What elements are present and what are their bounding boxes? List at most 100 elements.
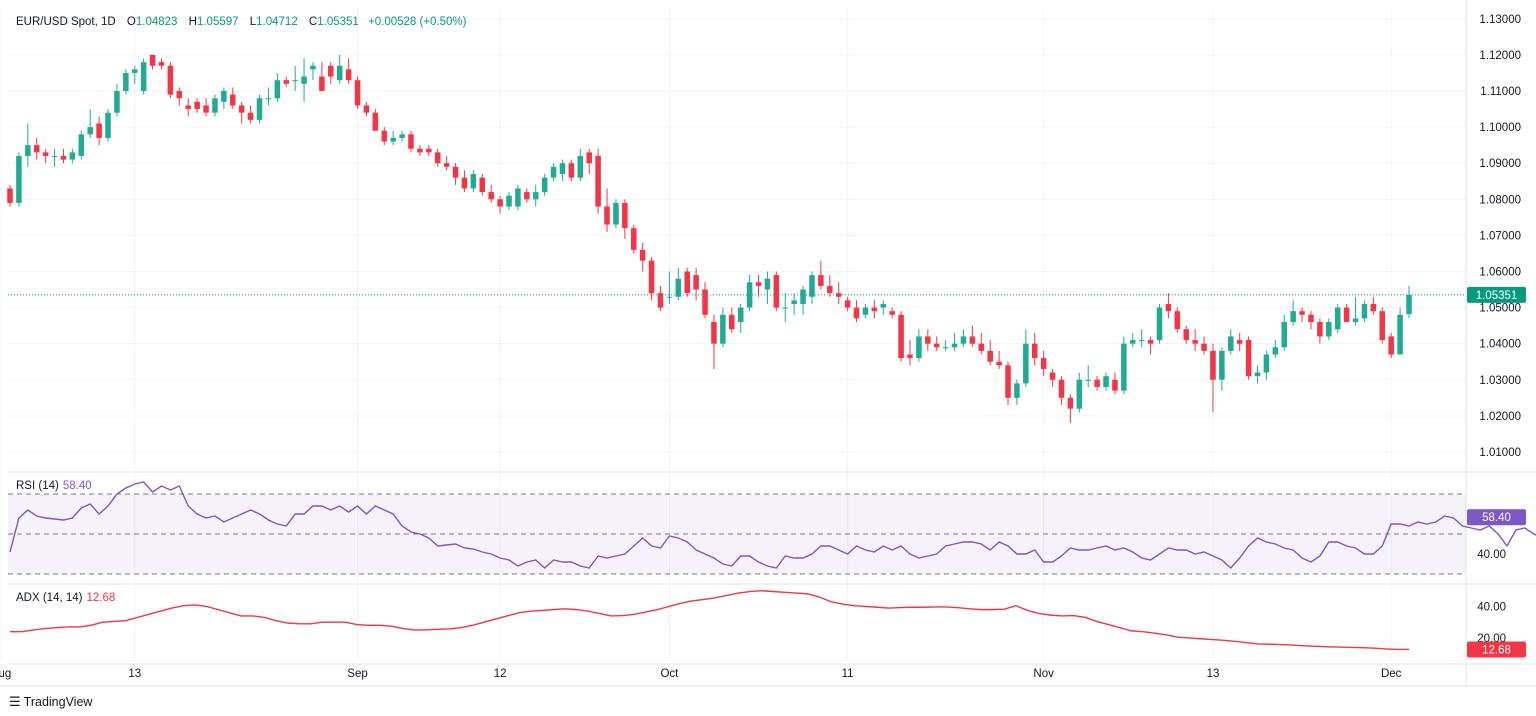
adx-tag-bg <box>1467 641 1526 658</box>
candle-up <box>69 152 76 160</box>
candle-up <box>951 343 958 348</box>
candle-up <box>809 275 815 297</box>
rsi-label: RSI (14) <box>16 480 59 492</box>
time-tick-label: 11 <box>842 668 854 680</box>
candle-down <box>194 101 200 110</box>
adx-value: 12.68 <box>86 592 116 604</box>
candle-down <box>426 148 432 153</box>
candle-down <box>1183 329 1189 341</box>
candle-down <box>1245 340 1252 377</box>
close-label: C <box>308 16 318 28</box>
open-value: 1.04823 <box>135 16 178 28</box>
candle-up <box>301 76 307 84</box>
candle-down <box>639 249 646 261</box>
candle-down <box>1165 303 1172 312</box>
open-label: O <box>126 16 136 28</box>
candle-down <box>622 202 628 229</box>
high-value: 1.05597 <box>196 16 239 28</box>
price-axis[interactable]: 1.13000 1.12000 1.11000 1.10000 1.09000 1.080… <box>1477 14 1521 645</box>
candle-up <box>1130 340 1136 344</box>
candle-down <box>479 177 486 193</box>
candle-down <box>933 343 940 348</box>
candle-down <box>363 105 370 113</box>
rsi-legend[interactable]: RSI (14) 58.40 <box>16 480 92 492</box>
candle-up <box>1228 336 1234 351</box>
adx-line <box>10 590 1410 651</box>
candle-down <box>434 152 441 164</box>
candle-down <box>319 76 325 92</box>
candle-down <box>702 289 708 315</box>
candle-down <box>443 163 450 167</box>
candle-up <box>78 134 85 156</box>
candle-down <box>1067 397 1074 409</box>
candle-down <box>345 69 352 81</box>
candle-up <box>764 278 771 290</box>
price-tick-label: 1.10000 <box>1479 122 1521 134</box>
candle-down <box>1040 358 1047 369</box>
candle-up <box>390 137 396 142</box>
candle-down <box>488 192 494 200</box>
candle-up <box>613 202 619 225</box>
candle-up <box>1334 307 1341 330</box>
candle-down <box>889 311 895 315</box>
candle-down <box>1236 340 1243 344</box>
tradingview-brand[interactable]: ☰ TradingView <box>9 694 92 710</box>
candle-down <box>693 275 699 290</box>
candle-up <box>1254 372 1261 377</box>
candle-down <box>568 163 575 178</box>
candle-up <box>1281 322 1288 348</box>
candle-up <box>25 145 31 156</box>
candle-down <box>1112 379 1118 391</box>
time-axis[interactable]: Aug13Sep12Oct11Nov13Dec12202513Feb13Mar1 <box>0 668 1536 680</box>
time-tick-label: 13 <box>1207 668 1220 680</box>
candle-down <box>238 105 245 113</box>
brand-label: TradingView <box>23 695 93 709</box>
candle-up <box>960 336 967 344</box>
price-tag: 1.05351 <box>1476 290 1518 302</box>
candle-down <box>7 188 13 203</box>
price-tick-label: 1.02000 <box>1479 411 1521 423</box>
candle-down <box>354 80 361 106</box>
candle-down <box>996 361 1002 366</box>
candle-up <box>114 91 120 113</box>
candle-up <box>470 174 477 189</box>
rsi-line <box>9 481 1536 569</box>
candle-down <box>925 336 931 344</box>
candle-up <box>256 98 263 120</box>
price-tick-label: 1.11000 <box>1480 86 1521 98</box>
candle-up <box>140 62 147 92</box>
candle-down <box>158 62 165 66</box>
candle-down <box>452 166 459 178</box>
candle-down <box>96 123 102 138</box>
candle-down <box>167 65 174 95</box>
candle-down <box>1147 340 1154 344</box>
high-label: H <box>188 16 197 28</box>
candle-down <box>381 130 388 142</box>
candle-down <box>497 199 503 207</box>
price-tick-label: 1.01000 <box>1479 447 1521 459</box>
candle-down <box>42 152 49 156</box>
candle-down <box>372 112 379 131</box>
candle-up <box>1014 383 1020 398</box>
rsi-tag-bg <box>1467 509 1526 526</box>
candle-up <box>559 163 566 175</box>
candle-up <box>541 177 548 193</box>
adx-tag: 12.68 <box>1482 644 1511 656</box>
candle-up <box>550 166 557 178</box>
price-tick-label: 1.07000 <box>1479 230 1521 242</box>
candle-down <box>185 105 191 110</box>
candle-up <box>675 278 682 297</box>
candle-down <box>604 206 610 225</box>
candle-up <box>942 347 949 349</box>
candle-down <box>1370 303 1377 312</box>
candle-down <box>408 134 414 149</box>
candle-up <box>1263 354 1270 373</box>
candle-down <box>987 350 993 362</box>
candle-up <box>800 289 806 304</box>
candle-up <box>336 65 343 81</box>
symbol-label[interactable]: EUR/USD Spot <box>16 16 95 28</box>
candle-down <box>1031 343 1038 359</box>
adx-legend[interactable]: ADX (14, 14) 12.68 <box>16 592 115 604</box>
interval-label[interactable]: 1D <box>101 16 116 28</box>
